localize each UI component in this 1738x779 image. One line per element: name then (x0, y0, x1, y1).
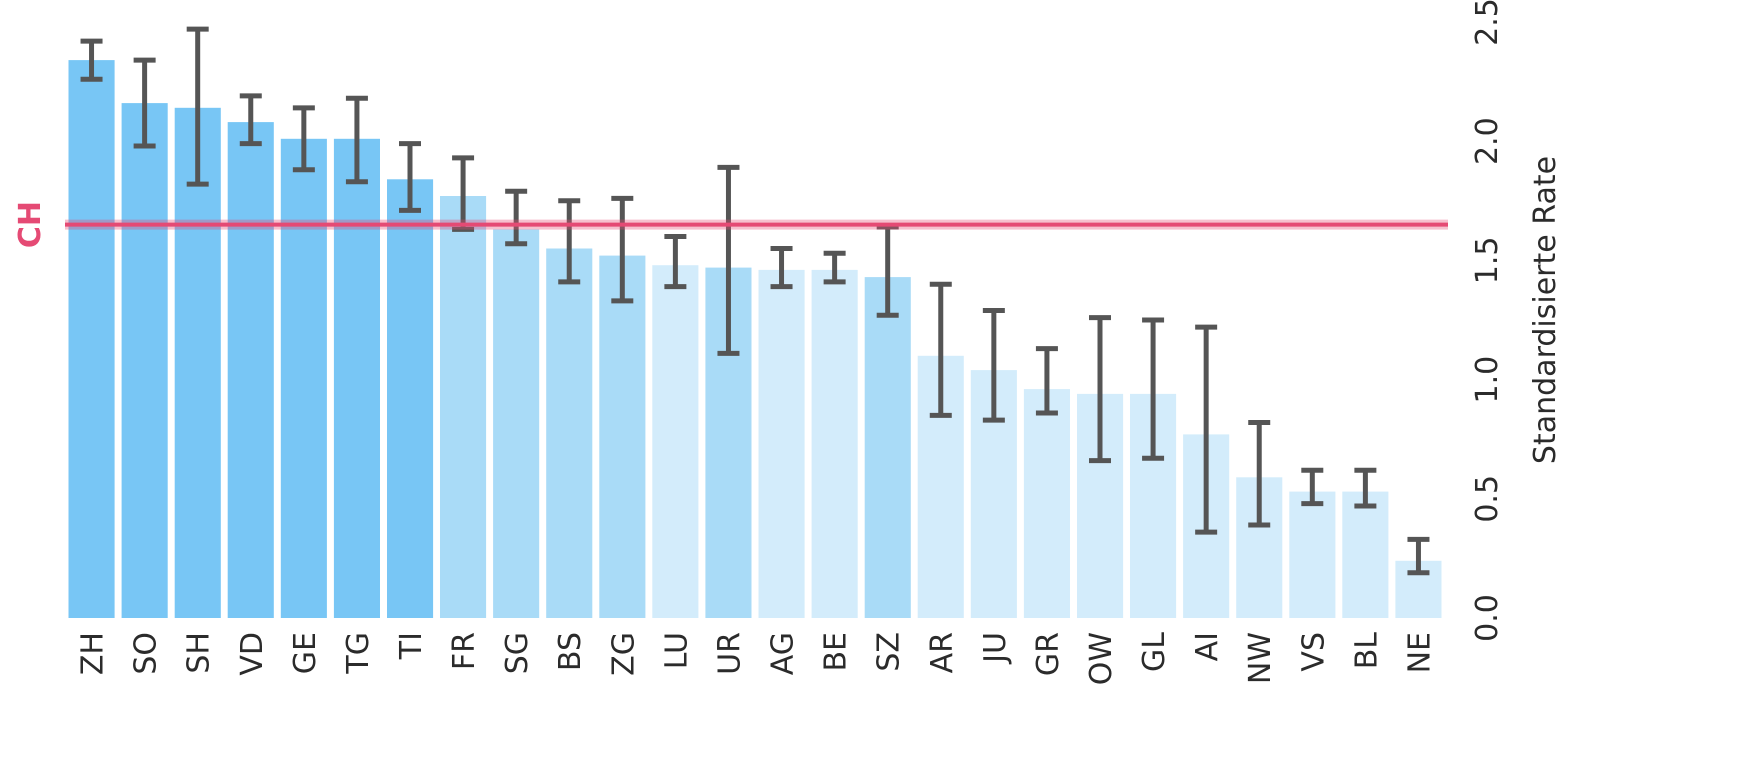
bar-group (68, 60, 1442, 619)
bar-ag (758, 269, 805, 618)
bar-zg (599, 255, 646, 618)
x-tick-label-bl: BL (1349, 632, 1384, 670)
y-tick-label: 1.5 (1470, 237, 1505, 285)
error-bar-ag (770, 245, 793, 290)
x-tick-label-ju: JU (978, 632, 1013, 665)
error-bar-zg (611, 195, 634, 304)
x-tick-label-ne: NE (1403, 632, 1438, 673)
y-tick-label: 1.0 (1470, 356, 1505, 404)
x-tick-label-tg: TG (341, 632, 376, 675)
x-tick-label-ag: AG (766, 632, 801, 675)
bar-lu (652, 265, 699, 618)
error-bar-vd (239, 93, 262, 147)
x-tick-label-vd: VD (235, 632, 270, 676)
error-bar-ge (292, 105, 315, 173)
error-bar-gr (1035, 346, 1058, 416)
x-tick-label-vs: VS (1296, 632, 1331, 672)
reference-line-group (65, 219, 1448, 230)
x-tick-label-ge: GE (288, 632, 323, 674)
y-tick-label: 0.0 (1470, 594, 1505, 642)
x-tick-label-be: BE (819, 632, 854, 672)
error-bar-ur (717, 164, 740, 356)
x-tick-label-bs: BS (553, 632, 588, 671)
error-bar-group (80, 26, 1430, 576)
error-bar-lu (664, 234, 687, 290)
error-bar-nw (1248, 420, 1271, 528)
bar-tg (333, 138, 380, 619)
x-tick-label-zg: ZG (606, 632, 641, 676)
y-tick-label: 0.5 (1470, 475, 1505, 523)
x-tick-label-ar: AR (925, 632, 960, 673)
bar-bs (546, 248, 593, 618)
bar-sh (174, 107, 221, 619)
error-bar-be (823, 250, 846, 285)
x-tick-label-zh: ZH (76, 632, 111, 675)
error-bar-vs (1301, 467, 1324, 507)
error-bar-ne (1407, 536, 1430, 576)
x-tick-label-sh: SH (182, 632, 217, 674)
x-tick-label-ow: OW (1084, 632, 1119, 685)
y-tick-label: 2.0 (1470, 117, 1505, 165)
error-bar-ti (399, 141, 421, 213)
x-tick-label-sz: SZ (872, 632, 907, 672)
error-bar-so (133, 57, 156, 149)
error-bar-ow (1089, 315, 1111, 464)
error-bar-fr (452, 155, 475, 232)
x-tick-label-so: SO (129, 632, 164, 675)
y-tick-label: 2.5 (1470, 0, 1505, 46)
x-tick-label-ur: UR (713, 632, 748, 675)
error-bar-ar (929, 281, 952, 418)
bar-zh (68, 60, 115, 619)
bar-bl (1342, 491, 1389, 618)
error-bar-tg (345, 95, 368, 185)
x-tick-label-fr: FR (447, 632, 482, 670)
bar-vd (227, 122, 274, 618)
x-tick-label-lu: LU (659, 632, 694, 669)
reference-line-label: CH (13, 201, 48, 248)
error-bar-bl (1354, 467, 1377, 509)
error-bar-sz (876, 224, 899, 318)
error-bar-sg (505, 188, 528, 247)
error-bar-ai (1195, 324, 1218, 535)
x-tick-label-ai: AI (1190, 632, 1225, 661)
bar-vs (1289, 491, 1336, 618)
x-tick-label-gl: GL (1137, 632, 1172, 672)
x-tick-label-sg: SG (500, 632, 535, 674)
bar-ti (387, 179, 434, 619)
x-tick-label-ti: TI (394, 632, 429, 660)
bar-sz (864, 277, 911, 618)
bar-fr (440, 196, 487, 618)
error-bar-sh (186, 26, 209, 187)
bar-so (121, 103, 168, 619)
error-bar-gl (1142, 317, 1165, 461)
error-bar-zh (80, 38, 103, 82)
error-bar-bs (558, 198, 581, 285)
x-tick-label-nw: NW (1243, 632, 1278, 684)
error-bar-ju (982, 307, 1005, 423)
bar-be (811, 269, 858, 618)
x-axis-labels: ZH SO SH VD GE TG TI FR SG BS ZG LU UR AG BE SZ AR JU GR OW… (76, 632, 1438, 686)
bar-ge (280, 138, 327, 619)
y-axis-title: Standardisierte Rate (1528, 156, 1563, 464)
bar-sg (493, 229, 540, 618)
x-tick-label-gr: GR (1031, 632, 1066, 676)
y-axis-ticks: 0.0 0.5 1.0 1.5 2.0 2.5 (1470, 0, 1505, 642)
bar-gr (1023, 389, 1070, 618)
